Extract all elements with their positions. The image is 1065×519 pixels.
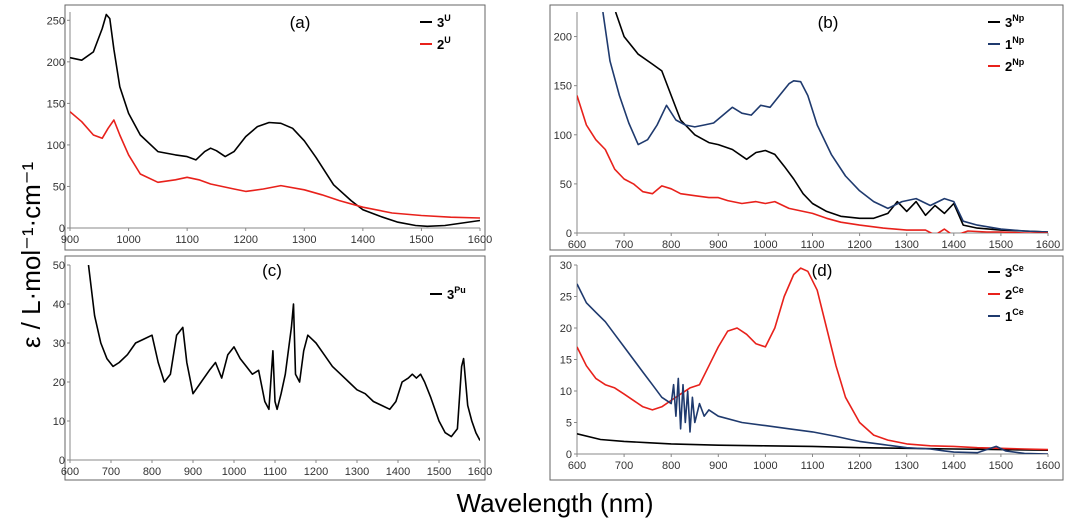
y-tick-label: 30 [560,260,572,272]
y-tick-label: 0 [566,449,572,461]
y-tick-label: 20 [53,377,65,389]
y-tick-label: 200 [47,57,65,69]
x-tick-label: 1100 [801,460,825,472]
x-axis-label: Wavelength (nm) [457,488,654,518]
y-tick-label: 200 [554,32,572,44]
x-tick-label: 1600 [1036,239,1060,251]
x-tick-label: 1400 [942,460,966,472]
panel-label: (a) [290,13,311,32]
y-tick-label: 250 [47,15,65,27]
x-tick-label: 1500 [989,460,1013,472]
x-tick-label: 1200 [304,466,328,478]
x-tick-label: 1200 [847,460,871,472]
x-tick-label: 1300 [292,234,316,246]
x-tick-label: 1300 [345,466,369,478]
panel-label: (d) [812,261,833,280]
series-line-3ce [577,433,1048,451]
legend-label: 3Ce [1005,263,1024,280]
legend-label: 3Np [1005,13,1025,30]
x-tick-label: 700 [615,239,633,251]
x-tick-label: 1500 [427,466,451,478]
x-tick-label: 1000 [753,239,777,251]
x-tick-label: 700 [615,460,633,472]
legend-label: 3U [437,13,451,30]
x-tick-label: 1500 [989,239,1013,251]
y-tick-label: 30 [53,338,65,350]
series-line-1ce [577,283,1048,454]
series-line-1np [602,12,1048,233]
x-tick-label: 900 [61,234,79,246]
series-line-2np [577,95,1048,233]
y-tick-label: 50 [53,181,65,193]
legend-label: 3Pu [447,285,466,302]
y-tick-label: 10 [53,416,65,428]
x-tick-label: 1400 [351,234,375,246]
x-tick-label: 1100 [801,239,825,251]
series-line-3pu [87,265,480,441]
series-line-2u [70,111,480,219]
x-tick-label: 1000 [222,466,246,478]
panel-4: 600 700 800 900 1000 1100 1200 1300 1400 1500 1600… [560,260,1060,472]
y-tick-label: 150 [554,81,572,93]
y-tick-label: 50 [53,260,65,272]
x-tick-label: 1600 [468,234,492,246]
panel-frame [549,4,1064,251]
y-tick-label: 50 [560,179,572,191]
y-tick-label: 5 [566,418,572,430]
panel-label: (c) [262,261,282,280]
y-tick-label: 40 [53,299,65,311]
x-tick-label: 600 [568,460,586,472]
y-tick-label: 25 [560,292,572,304]
y-tick-label: 0 [566,228,572,240]
x-tick-label: 1300 [894,460,918,472]
legend-label: 1Ce [1005,307,1024,324]
x-tick-label: 1100 [175,234,199,246]
x-tick-label: 1600 [468,466,492,478]
x-tick-label: 1600 [1036,460,1060,472]
x-tick-label: 700 [102,466,120,478]
y-tick-label: 150 [47,98,65,110]
y-tick-label: 100 [554,130,572,142]
series-line-3u [70,13,480,228]
legend-label: 1Np [1005,35,1025,52]
panel-2: 600 700 800 900 1000 1100 1200 1300 1400 1500 1600… [554,12,1060,251]
y-tick-label: 20 [560,323,572,335]
x-tick-label: 1400 [386,466,410,478]
series-line-3np [614,12,1048,233]
legend-label: 2Np [1005,57,1025,74]
x-tick-label: 1400 [942,239,966,251]
panel-3: 600 700 800 900 1000 1100 1200 1300 1400 1500 1600… [53,260,492,478]
legend-label: 2Ce [1005,285,1024,302]
x-tick-label: 900 [709,460,727,472]
y-axis-label: ε / L·mol⁻¹·cm⁻¹ [16,161,46,348]
panel-frame [64,255,486,481]
x-tick-label: 1000 [753,460,777,472]
x-tick-label: 600 [61,466,79,478]
legend-label: 2U [437,35,451,52]
series-line-2ce [577,267,1048,451]
x-tick-label: 1300 [894,239,918,251]
panel-frame [64,4,486,251]
x-tick-label: 1200 [233,234,257,246]
x-tick-label: 1000 [116,234,140,246]
x-tick-label: 1500 [409,234,433,246]
x-tick-label: 900 [709,239,727,251]
panel-label: (b) [818,13,839,32]
y-tick-label: 15 [560,355,572,367]
y-tick-label: 100 [47,140,65,152]
panel-frame [549,255,1064,481]
y-tick-label: 0 [59,455,65,467]
x-tick-label: 800 [662,460,680,472]
y-tick-label: 0 [59,223,65,235]
y-tick-label: 10 [560,386,572,398]
x-tick-label: 1100 [263,466,287,478]
x-tick-label: 800 [143,466,161,478]
x-tick-label: 1200 [847,239,871,251]
x-tick-label: 900 [184,466,202,478]
panel-1: 900 1000 1100 1200 1300 1400 1500 1600 0 50 100 150… [47,12,492,246]
x-tick-label: 600 [568,239,586,251]
x-tick-label: 800 [662,239,680,251]
